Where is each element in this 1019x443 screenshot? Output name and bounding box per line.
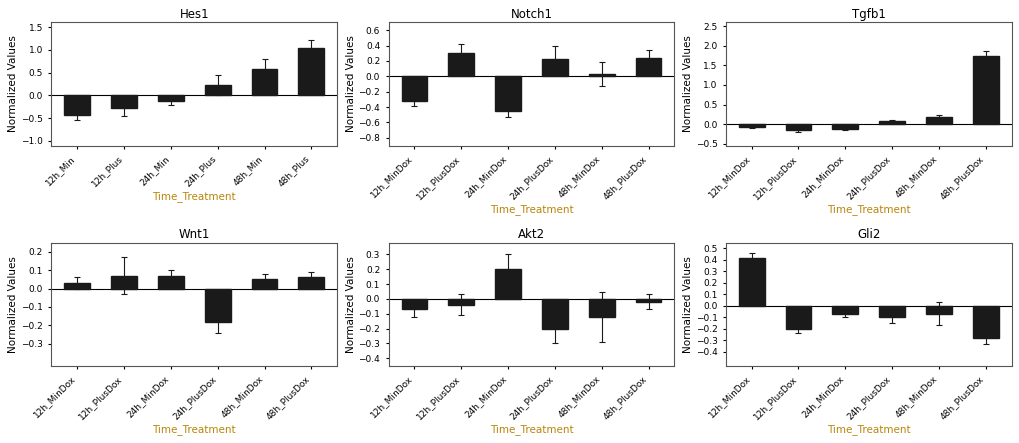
X-axis label: Time_Treatment: Time_Treatment xyxy=(826,424,910,435)
Bar xyxy=(972,56,998,124)
Bar xyxy=(588,299,614,317)
Bar xyxy=(252,280,277,288)
Y-axis label: Normalized Values: Normalized Values xyxy=(345,35,356,132)
Title: Hes1: Hes1 xyxy=(179,8,209,21)
Bar xyxy=(878,306,904,317)
Bar xyxy=(972,306,998,338)
Bar xyxy=(832,124,857,129)
Bar xyxy=(64,283,90,288)
Bar xyxy=(925,306,951,314)
Bar xyxy=(541,299,568,329)
Title: Wnt1: Wnt1 xyxy=(178,229,210,241)
Bar xyxy=(448,299,474,305)
Bar xyxy=(158,276,183,288)
Bar xyxy=(401,299,427,309)
Bar xyxy=(878,121,904,124)
Bar xyxy=(925,117,951,124)
Bar xyxy=(205,288,230,322)
X-axis label: Time_Treatment: Time_Treatment xyxy=(152,424,235,435)
Bar xyxy=(494,76,521,111)
Bar xyxy=(401,76,427,101)
Title: Akt2: Akt2 xyxy=(518,229,544,241)
Bar xyxy=(635,58,660,76)
X-axis label: Time_Treatment: Time_Treatment xyxy=(152,191,235,202)
Bar xyxy=(635,299,660,302)
X-axis label: Time_Treatment: Time_Treatment xyxy=(489,204,573,214)
Title: Gli2: Gli2 xyxy=(856,229,879,241)
Bar xyxy=(111,276,137,288)
Bar xyxy=(738,257,764,306)
Bar xyxy=(299,48,324,95)
Bar xyxy=(738,124,764,127)
X-axis label: Time_Treatment: Time_Treatment xyxy=(489,424,573,435)
X-axis label: Time_Treatment: Time_Treatment xyxy=(826,204,910,214)
Bar xyxy=(299,277,324,288)
Bar xyxy=(785,124,810,130)
Bar xyxy=(158,95,183,101)
Bar xyxy=(448,53,474,76)
Bar xyxy=(588,74,614,76)
Y-axis label: Normalized Values: Normalized Values xyxy=(8,256,18,353)
Bar xyxy=(785,306,810,329)
Title: Tgfb1: Tgfb1 xyxy=(851,8,884,21)
Bar xyxy=(541,59,568,76)
Bar xyxy=(832,306,857,314)
Y-axis label: Normalized Values: Normalized Values xyxy=(682,256,692,353)
Bar xyxy=(111,95,137,108)
Bar xyxy=(252,70,277,95)
Y-axis label: Normalized Values: Normalized Values xyxy=(345,256,356,353)
Bar xyxy=(64,95,90,115)
Bar xyxy=(494,269,521,299)
Y-axis label: Normalized Values: Normalized Values xyxy=(8,35,18,132)
Y-axis label: Normalized Values: Normalized Values xyxy=(682,35,692,132)
Bar xyxy=(205,85,230,95)
Title: Notch1: Notch1 xyxy=(510,8,552,21)
